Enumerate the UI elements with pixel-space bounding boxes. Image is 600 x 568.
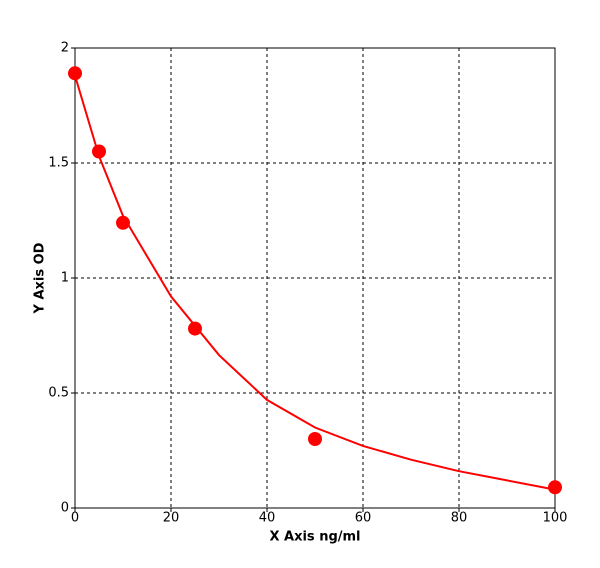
y-axis-label: Y Axis OD (33, 242, 48, 314)
y-tick-label: 2 (61, 41, 69, 56)
data-point (188, 321, 202, 336)
y-tick-label: 0 (61, 501, 69, 516)
y-tick-label: 1 (61, 271, 69, 286)
x-tick-label: 80 (451, 511, 468, 526)
y-tick-label: 1.5 (48, 156, 69, 171)
fit-curve (74, 75, 556, 491)
plot-frame (74, 47, 556, 509)
x-axis-label: X Axis ng/ml (269, 530, 360, 545)
data-point (548, 480, 562, 495)
data-point (92, 144, 106, 159)
x-tick-label: 0 (71, 511, 79, 526)
x-tick-label: 100 (543, 511, 568, 526)
x-tick-label: 60 (355, 511, 372, 526)
data-point (68, 66, 82, 81)
data-point (116, 215, 130, 230)
y-tick-label: 0.5 (48, 386, 69, 401)
x-tick-label: 40 (259, 511, 276, 526)
data-point (308, 432, 322, 446)
x-tick-label: 20 (163, 511, 180, 526)
